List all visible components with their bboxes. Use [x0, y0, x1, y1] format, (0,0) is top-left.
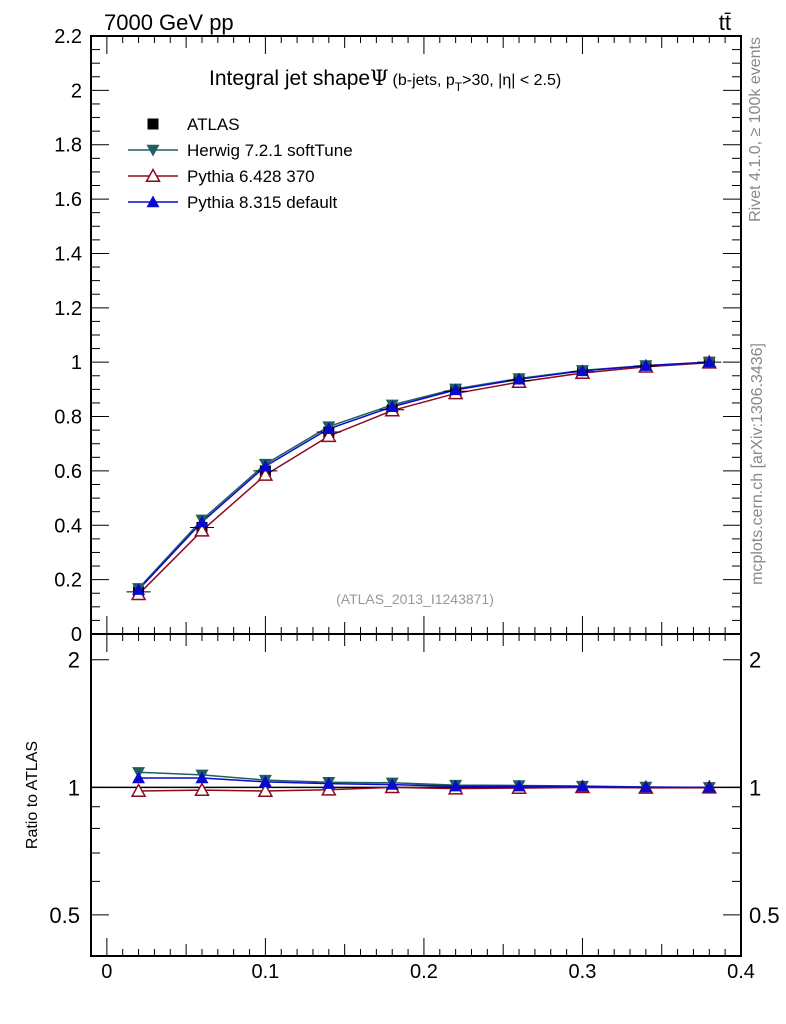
ratio-y-tick-label: 0.5	[49, 903, 80, 928]
ratio-point-1	[130, 783, 147, 797]
ratio-point-2	[195, 771, 209, 784]
y-tick-label: 1.6	[54, 189, 82, 211]
ratio-point-2	[132, 771, 146, 784]
legend-label: Pythia 8.315 default	[187, 193, 338, 212]
y-tick-label: 1.8	[54, 135, 82, 157]
y-tick-label: 1.2	[54, 298, 82, 320]
legend-marker	[147, 118, 159, 130]
ratio-y-axis-label: Ratio to ATLAS	[24, 741, 41, 849]
y-tick-label: 0.4	[54, 515, 82, 537]
y-tick-label: 0.2	[54, 570, 82, 592]
header-process-label: tt̄	[719, 10, 731, 35]
series-line-3	[138, 361, 710, 591]
chart-title: Integral jet shapeΨ (b-jets, pT>30, |η| <…	[209, 66, 561, 94]
data-point-2	[257, 466, 274, 481]
legend-label: Pythia 6.428 370	[187, 167, 315, 186]
y-tick-label: 1	[71, 352, 82, 374]
legend-marker	[145, 167, 161, 182]
analysis-label: (ATLAS_2013_I1243871)	[336, 591, 494, 607]
ratio-line-2	[138, 777, 710, 789]
data-point-2	[321, 428, 337, 443]
ratio-point-2	[385, 778, 399, 790]
ratio-point-2	[258, 775, 272, 788]
y-tick-label: 2.2	[54, 26, 82, 48]
x-tick-label: 0.1	[251, 961, 279, 983]
y-tick-label: 0.6	[54, 461, 82, 483]
x-tick-label: 0.4	[727, 961, 755, 983]
x-tick-label: 0	[101, 961, 112, 983]
y-tick-label: 0.8	[54, 407, 82, 429]
series-lines	[138, 361, 710, 792]
data-point-3	[639, 359, 653, 371]
data-point-3	[512, 372, 526, 385]
ratio-y-tick-label: 2	[68, 648, 80, 673]
data-point-2	[194, 522, 210, 537]
legend: ATLAS Herwig 7.2.1 softTune Pythia 6.428 3…	[128, 115, 353, 212]
series-line-2	[138, 361, 710, 595]
ratio-y-tick-label-right: 1	[749, 775, 761, 800]
ratio-y-tick-label-right: 2	[749, 648, 761, 673]
data-point-3	[575, 364, 589, 377]
axis-tick-labels: 0 0.1 0.2 0.3 0.4 0 0.2 0.4 0.6 0.8 1 1.2 1.4 1.6 1.8 2…	[49, 26, 779, 983]
legend-label: Herwig 7.2.1 softTune	[187, 141, 353, 160]
data-point-3	[195, 515, 209, 528]
axis-ticks	[91, 35, 742, 957]
ratio-point-1	[194, 782, 210, 797]
series-line-1	[138, 361, 710, 589]
y-tick-label: 0	[71, 624, 82, 646]
data-point-3	[132, 583, 146, 595]
y-tick-label: 2	[71, 80, 82, 102]
legend-marker	[146, 195, 160, 208]
ratio-point-2	[702, 780, 716, 793]
data-point-3	[322, 422, 336, 434]
mcplots-label: mcplots.cern.ch [arXiv:1306.3436]	[749, 343, 766, 585]
header-energy-label: 7000 GeV pp	[104, 10, 234, 35]
legend-marker	[146, 144, 160, 157]
ratio-point-2	[639, 780, 653, 793]
ratio-y-tick-label: 1	[68, 775, 80, 800]
data-point-3	[702, 355, 716, 368]
data-point-3	[385, 400, 399, 412]
ratio-point-2	[512, 779, 526, 792]
ratio-point-2	[322, 777, 336, 789]
data-point-3	[449, 383, 463, 396]
x-tick-label: 0.2	[410, 961, 438, 983]
data-point-3	[258, 459, 272, 472]
y-tick-label: 1.4	[54, 243, 82, 265]
legend-label: ATLAS	[187, 115, 240, 134]
ratio-y-tick-label-right: 0.5	[749, 903, 780, 928]
ratio-point-2	[575, 780, 589, 792]
x-tick-label: 0.3	[569, 961, 597, 983]
rivet-version-label: Rivet 4.1.0, ≥ 100k events	[747, 37, 764, 222]
series-markers	[126, 354, 722, 797]
ratio-point-1	[321, 781, 337, 796]
ratio-plot-frame	[90, 633, 742, 957]
ratio-point-2	[449, 779, 463, 792]
ratio-point-1	[257, 783, 274, 797]
